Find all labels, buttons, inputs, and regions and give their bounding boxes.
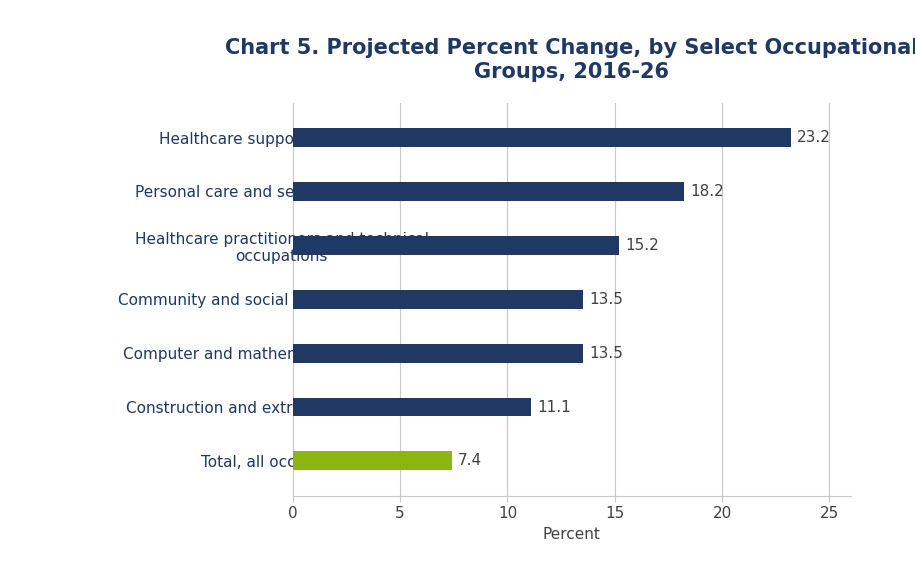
Text: 23.2: 23.2: [797, 130, 831, 145]
Title: Chart 5. Projected Percent Change, by Select Occupational
Groups, 2016-26: Chart 5. Projected Percent Change, by Se…: [225, 38, 915, 82]
Text: 11.1: 11.1: [537, 400, 571, 414]
Bar: [293, 182, 684, 201]
Text: 15.2: 15.2: [626, 238, 660, 253]
Bar: [293, 128, 791, 147]
Text: 13.5: 13.5: [589, 345, 623, 361]
Text: 18.2: 18.2: [690, 184, 724, 199]
Bar: [293, 290, 583, 309]
Bar: [293, 398, 531, 417]
X-axis label: Percent: Percent: [543, 527, 601, 542]
Text: 7.4: 7.4: [458, 453, 482, 469]
Bar: [293, 344, 583, 363]
Bar: [293, 236, 619, 255]
Bar: [293, 451, 452, 470]
Text: 13.5: 13.5: [589, 292, 623, 307]
